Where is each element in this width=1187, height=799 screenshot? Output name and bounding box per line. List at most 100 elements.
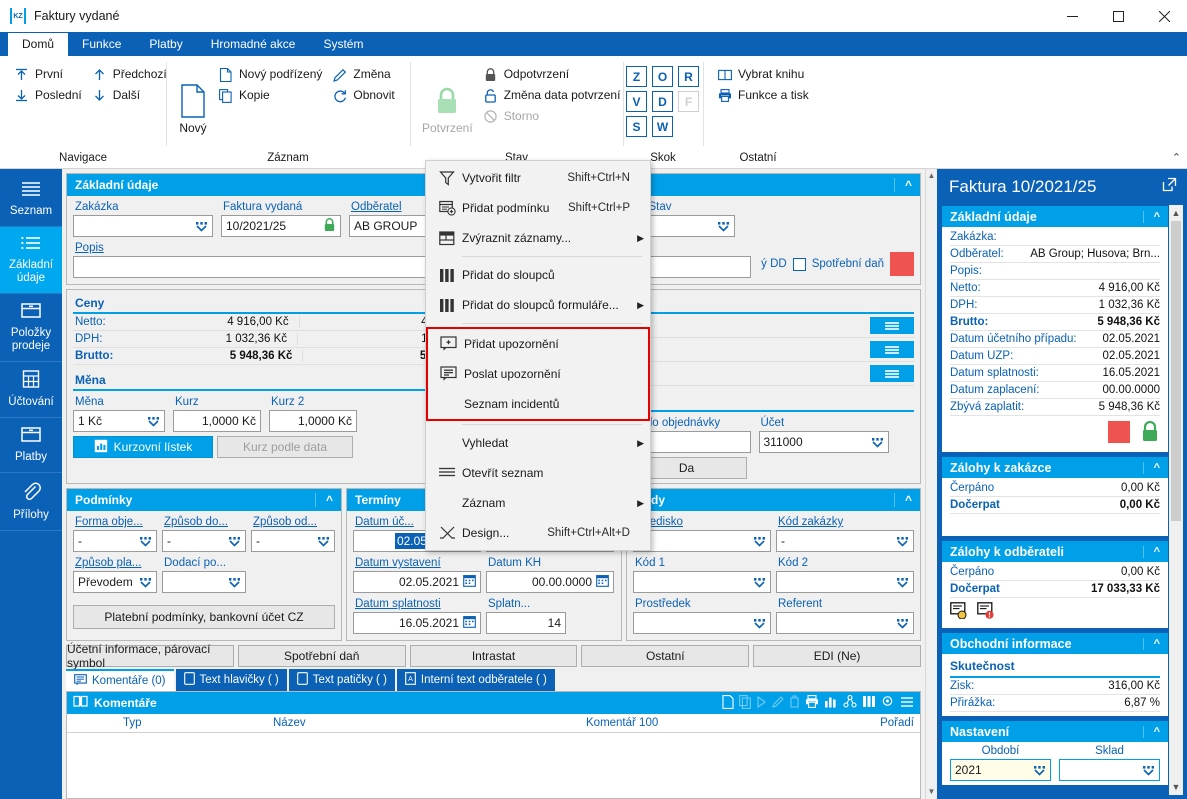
invoice-coins-icon[interactable] <box>950 602 969 622</box>
grid-col-typ[interactable]: Typ <box>123 717 142 729</box>
chevron-down-icon[interactable] <box>896 536 909 547</box>
chevron-down-icon[interactable] <box>228 577 241 588</box>
ribbon-button-posledni[interactable]: Poslední <box>10 85 88 106</box>
adresa-menu-button[interactable] <box>870 341 914 358</box>
jump-cell-r[interactable]: R <box>678 66 699 87</box>
button-ostatni[interactable]: Ostatní <box>581 645 750 667</box>
zpusob-dopravy-input[interactable]: - <box>162 530 246 552</box>
faktura-vydana-input[interactable]: 10/2021/25 <box>221 215 341 237</box>
chevron-up-icon[interactable]: ^ <box>893 493 912 507</box>
tab-text-paticky[interactable]: Text patičky ( ) <box>288 669 395 691</box>
share-icon[interactable] <box>843 694 857 711</box>
chevron-up-icon[interactable]: ^ <box>1142 461 1160 474</box>
ribbon-button-kopie[interactable]: Kopie <box>214 85 328 106</box>
ribbon-button-zmena[interactable]: Změna <box>328 64 400 85</box>
chevron-down-icon[interactable] <box>753 536 766 547</box>
spotrebni-dan-checkbox[interactable] <box>792 257 806 271</box>
da-button[interactable]: Da <box>626 457 747 479</box>
button-ucetni-informace[interactable]: Účetní informace, párovací symbol <box>66 642 234 670</box>
button-intrastat[interactable]: Intrastat <box>409 645 578 667</box>
kurz-input[interactable]: 1,0000 Kč <box>173 410 261 432</box>
sidebar-item-polozky-prodeje[interactable]: Položky prodeje <box>0 294 62 362</box>
ribbon-button-prvni[interactable]: První <box>10 64 88 85</box>
panel-header[interactable]: Podmínky ^ <box>67 489 341 511</box>
ribbon-button-odpotvrzeni[interactable]: Odpotvrzení <box>479 64 627 85</box>
columns-icon[interactable] <box>862 695 876 711</box>
card-header[interactable]: Zálohy k odběrateli ^ <box>942 541 1168 562</box>
menu-item-pridat-do-sloupcu-formulare[interactable]: Přidat do sloupců formuláře... ▶ <box>426 290 650 320</box>
ribbon-tab-platby[interactable]: Platby <box>149 37 183 51</box>
chevron-down-icon[interactable] <box>139 577 152 588</box>
calendar-icon[interactable] <box>596 574 609 590</box>
card-header[interactable]: Základní údaje ^ <box>942 206 1168 227</box>
kurz2-input[interactable]: 1,0000 Kč <box>269 410 357 432</box>
jump-cell-d[interactable]: D <box>652 91 673 112</box>
popout-icon[interactable] <box>1162 177 1177 197</box>
sklad-input[interactable] <box>1059 759 1160 781</box>
kurz-podle-data-button[interactable]: Kurz podle data <box>217 436 353 458</box>
zakazka-input[interactable] <box>73 215 213 237</box>
menu-item-zvyraznit-zaznamy[interactable]: Zvýraznit záznamy... ▶ <box>426 223 650 253</box>
datum-splatnosti-input[interactable]: 16.05.2021 <box>353 612 481 634</box>
scroll-down-arrow[interactable]: ▼ <box>927 787 936 796</box>
edit-icon[interactable] <box>772 695 784 711</box>
splatnost-input[interactable]: 14 <box>486 612 566 634</box>
dodaci-podminka-input[interactable] <box>162 571 246 593</box>
chevron-down-icon[interactable] <box>147 416 160 427</box>
ribbon-button-vybrat-knihu[interactable]: Vybrat knihu <box>713 64 815 85</box>
main-scrollbar[interactable]: ▲ ▼ <box>925 169 937 799</box>
chevron-down-icon[interactable] <box>717 221 730 232</box>
menu-icon[interactable] <box>900 696 914 711</box>
menu-item-vytvorit-filtr[interactable]: Vytvořit filtr Shift+Ctrl+N <box>426 163 650 193</box>
maximize-button[interactable] <box>1095 0 1141 32</box>
zpusob-odberu-input[interactable]: - <box>251 530 335 552</box>
chevron-down-icon[interactable] <box>139 536 152 547</box>
grid-col-nazev[interactable]: Název <box>273 717 306 729</box>
play-icon[interactable] <box>756 695 767 711</box>
chevron-up-icon[interactable]: ^ <box>893 178 912 192</box>
chevron-down-icon[interactable] <box>317 536 330 547</box>
chevron-down-icon[interactable] <box>1142 765 1155 776</box>
tab-interni-text-odberatele[interactable]: A Interní text odběratele ( ) <box>396 669 555 691</box>
tab-komentare[interactable]: Komentáře (0) <box>66 669 174 691</box>
ribbon-tab-funkce[interactable]: Funkce <box>82 37 122 51</box>
card-header[interactable]: Nastavení ^ <box>942 721 1168 742</box>
menu-item-vyhledat[interactable]: Vyhledat ▶ <box>426 428 650 458</box>
jump-cell-z[interactable]: Z <box>626 66 647 87</box>
kod1-input[interactable] <box>633 571 771 593</box>
delete-icon[interactable] <box>789 695 800 711</box>
calendar-icon[interactable] <box>463 615 476 631</box>
menu-item-pridat-upozorneni[interactable]: Přidat upozornění <box>428 329 648 359</box>
scroll-down-arrow[interactable]: ▼ <box>1171 782 1181 792</box>
panel-header[interactable]: Kódy ^ <box>627 489 920 511</box>
invoice-alert-icon[interactable] <box>977 602 996 622</box>
button-edi[interactable]: EDI (Ne) <box>753 645 921 667</box>
chevron-up-icon[interactable]: ^ <box>1142 210 1160 223</box>
ribbon-button-novy-podrizeny[interactable]: Nový podřízený <box>214 64 328 85</box>
menu-item-pridat-do-sloupcu[interactable]: Přidat do sloupců <box>426 260 650 290</box>
card-header[interactable]: Zálohy k zakázce ^ <box>942 457 1168 478</box>
zpusob-platby-input[interactable]: Převodem <box>73 571 157 593</box>
ribbon-tab-domu[interactable]: Domů <box>8 33 69 56</box>
sidebar-item-seznam[interactable]: Seznam <box>0 173 62 227</box>
chevron-down-icon[interactable] <box>871 437 884 448</box>
jump-cell-f[interactable]: F <box>678 91 699 112</box>
datum-vystaveni-input[interactable]: 02.05.2021 <box>353 571 481 593</box>
adresa-menu-button[interactable] <box>870 317 914 334</box>
close-button[interactable] <box>1141 0 1187 32</box>
chevron-up-icon[interactable]: ^ <box>1142 725 1160 738</box>
ribbon-tab-hromadne-akce[interactable]: Hromadné akce <box>210 37 296 51</box>
stredisko-input[interactable]: - <box>633 530 771 552</box>
new-record-icon[interactable] <box>722 694 734 712</box>
scroll-thumb[interactable] <box>1171 221 1181 521</box>
obdobi-input[interactable]: 2021 <box>950 759 1051 781</box>
menu-item-poslat-upozorneni[interactable]: Poslat upozornění <box>428 359 648 389</box>
chevron-down-icon[interactable] <box>1033 765 1046 776</box>
menu-item-zaznam[interactable]: Záznam ▶ <box>426 488 650 518</box>
ribbon-button-funkce-a-tisk[interactable]: Funkce a tisk <box>713 85 815 106</box>
chevron-down-icon[interactable] <box>753 618 766 629</box>
jump-cell-o[interactable]: O <box>652 66 673 87</box>
referent-input[interactable] <box>776 612 914 634</box>
scroll-up-arrow[interactable]: ▲ <box>1171 208 1181 218</box>
minimize-button[interactable] <box>1049 0 1095 32</box>
